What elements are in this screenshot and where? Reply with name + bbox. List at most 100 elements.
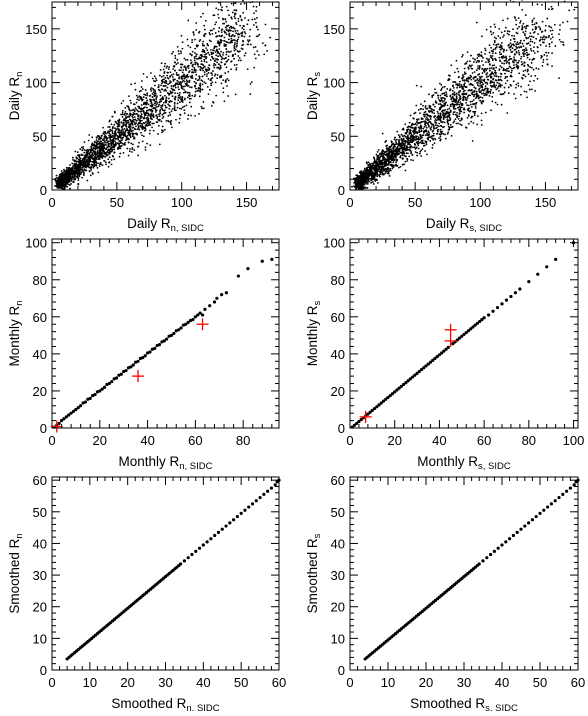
data-point <box>510 66 512 68</box>
data-point <box>135 122 137 124</box>
data-point <box>203 34 205 36</box>
data-point <box>113 146 115 148</box>
data-point <box>254 18 256 20</box>
data-point <box>489 44 491 46</box>
data-point <box>482 83 484 85</box>
data-point <box>426 130 428 132</box>
data-point <box>81 164 83 166</box>
data-point <box>225 54 227 56</box>
data-point <box>215 95 217 97</box>
data-point <box>128 108 130 110</box>
data-point <box>390 170 392 172</box>
data-point <box>137 96 139 98</box>
data-point <box>145 127 147 129</box>
data-point <box>219 45 221 47</box>
data-point <box>215 81 217 83</box>
data-point <box>159 120 161 122</box>
data-point <box>551 65 553 67</box>
data-point <box>542 37 544 39</box>
data-point <box>408 149 410 151</box>
data-point <box>481 55 483 57</box>
data-point <box>195 91 197 93</box>
data-point <box>105 148 107 150</box>
data-point <box>208 78 210 80</box>
data-point <box>432 139 434 141</box>
data-point <box>238 51 240 53</box>
data-point <box>448 120 450 122</box>
data-point <box>391 168 393 170</box>
data-point <box>452 113 454 115</box>
data-point <box>207 86 209 88</box>
data-point <box>64 170 66 172</box>
data-point <box>233 47 235 49</box>
data-point <box>378 149 380 151</box>
data-point <box>121 132 123 134</box>
data-point <box>121 139 123 141</box>
data-point <box>182 69 184 71</box>
data-point <box>166 75 168 77</box>
data-point <box>215 54 217 56</box>
data-point <box>239 57 241 59</box>
data-point <box>69 167 71 169</box>
data-point <box>494 72 496 74</box>
data-point <box>168 78 170 80</box>
data-point <box>133 126 135 128</box>
data-point <box>218 31 220 33</box>
data-point <box>111 164 113 166</box>
data-point <box>108 166 110 168</box>
data-point <box>373 162 375 164</box>
data-point <box>527 43 529 45</box>
data-point <box>483 70 485 72</box>
data-point <box>189 80 191 82</box>
data-point <box>459 105 461 107</box>
data-point <box>125 136 127 138</box>
data-point <box>229 27 231 29</box>
data-point <box>107 137 109 139</box>
data-point <box>180 52 182 54</box>
data-point <box>230 68 232 70</box>
data-point <box>371 162 373 164</box>
data-point <box>166 65 168 67</box>
data-point <box>82 154 84 156</box>
data-point <box>398 142 400 144</box>
data-point <box>214 60 216 62</box>
data-point <box>482 64 484 66</box>
data-point <box>433 126 435 128</box>
data-point <box>174 105 176 107</box>
data-point <box>477 115 479 117</box>
data-point <box>145 114 147 116</box>
data-point <box>227 95 229 97</box>
data-point <box>133 136 135 138</box>
data-point <box>99 140 101 142</box>
data-point <box>376 175 378 177</box>
data-point <box>249 39 251 41</box>
data-point <box>510 39 512 41</box>
data-point <box>161 120 163 122</box>
data-point <box>188 65 190 67</box>
data-point <box>222 23 224 25</box>
data-point <box>433 112 435 114</box>
data-point <box>177 103 179 105</box>
data-point <box>365 187 367 189</box>
data-point <box>477 78 479 80</box>
data-point <box>437 95 439 97</box>
data-point <box>204 54 206 56</box>
data-point <box>240 59 242 61</box>
data-point <box>225 57 227 59</box>
data-point <box>487 79 489 81</box>
data-point <box>504 30 506 32</box>
data-point <box>184 81 186 83</box>
data-point <box>118 146 120 148</box>
data-point <box>513 45 515 47</box>
data-point <box>193 67 195 69</box>
data-point <box>458 118 460 120</box>
data-point <box>208 93 210 95</box>
data-point <box>120 137 122 139</box>
data-point <box>434 122 436 124</box>
data-point <box>191 41 193 43</box>
data-point <box>101 138 103 140</box>
data-point <box>193 72 195 74</box>
data-point <box>451 103 453 105</box>
data-point <box>354 186 356 188</box>
data-point <box>153 123 155 125</box>
